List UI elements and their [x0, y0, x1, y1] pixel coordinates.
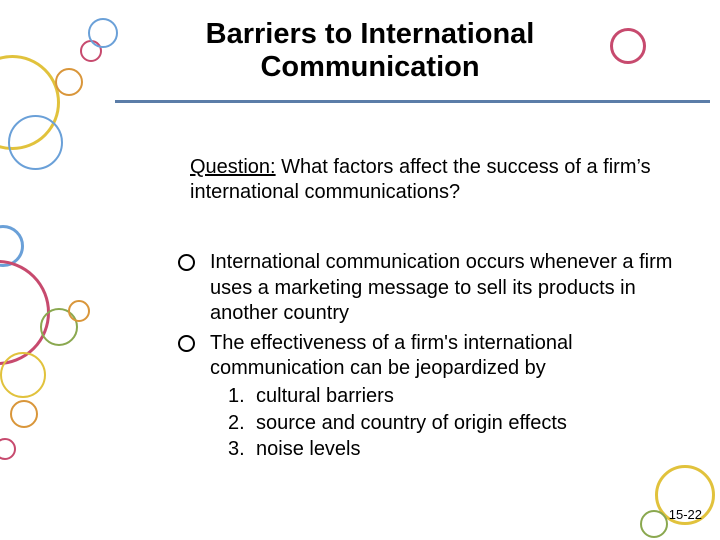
circle-decoration — [88, 18, 118, 48]
bullet-item: International communication occurs whene… — [170, 250, 690, 327]
circle-decoration — [68, 300, 90, 322]
title-underline — [115, 100, 710, 103]
numbered-item: 1.cultural barriers — [228, 384, 690, 410]
question-paragraph: Question: What factors affect the succes… — [190, 155, 690, 205]
circle-decoration — [55, 68, 83, 96]
circle-decoration — [10, 400, 38, 428]
circle-decoration — [8, 115, 63, 170]
slide: Barriers to International Communication … — [0, 0, 720, 540]
numbered-text: cultural barriers — [256, 385, 394, 407]
numbered-text: noise levels — [256, 438, 361, 460]
circle-decoration — [610, 28, 646, 64]
bullet-text: The effectiveness of a firm's internatio… — [210, 332, 573, 380]
numbered-item: 3.noise levels — [228, 437, 690, 463]
numbered-list: 1.cultural barriers 2.source and country… — [210, 384, 690, 463]
body-content: International communication occurs whene… — [170, 250, 690, 467]
bullet-list: International communication occurs whene… — [170, 250, 690, 463]
bullet-item: The effectiveness of a firm's internatio… — [170, 331, 690, 463]
slide-number: 15-22 — [669, 507, 702, 522]
numbered-item: 2.source and country of origin effects — [228, 411, 690, 437]
slide-title: Barriers to International Communication — [170, 18, 570, 85]
circle-decoration — [0, 352, 46, 398]
circle-decoration — [0, 260, 50, 365]
bullet-text: International communication occurs whene… — [210, 251, 672, 324]
circle-decoration — [0, 438, 16, 460]
circle-decoration — [640, 510, 668, 538]
numbered-text: source and country of origin effects — [256, 412, 567, 434]
title-block: Barriers to International Communication — [170, 18, 570, 85]
question-label: Question: — [190, 156, 276, 178]
